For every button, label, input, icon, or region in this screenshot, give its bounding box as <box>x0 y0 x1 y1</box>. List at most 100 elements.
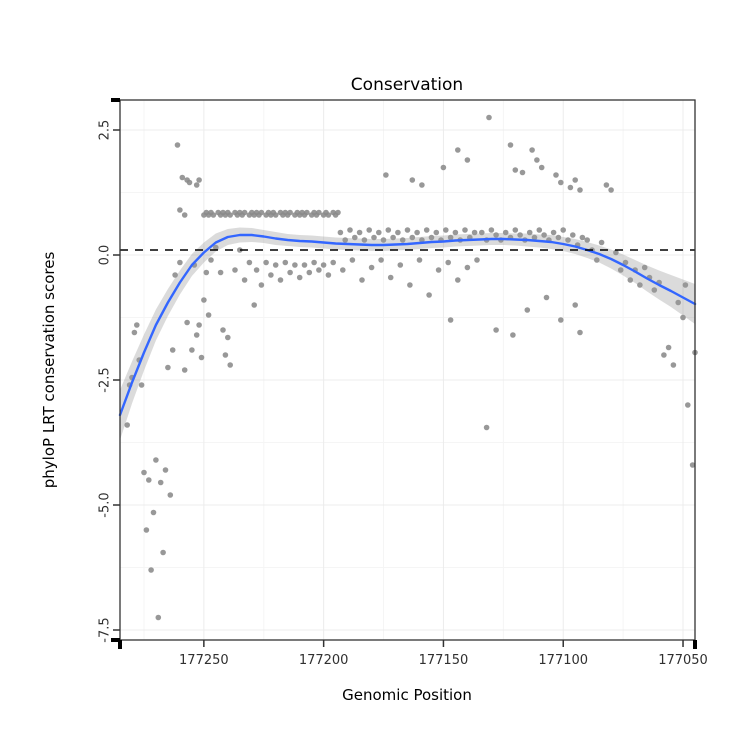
scatter-point <box>622 259 629 266</box>
panel-border <box>119 99 696 641</box>
scatter-point <box>320 262 327 268</box>
scatter-point <box>349 257 356 263</box>
scatter-point <box>167 492 174 498</box>
scatter-point <box>368 264 375 271</box>
scatter-point <box>577 329 583 336</box>
scatter-point <box>181 367 188 373</box>
x-tick-label: 177150 <box>419 653 469 668</box>
scatter-point <box>414 229 420 236</box>
y-tick-label: 2.5 <box>98 120 113 141</box>
scatter-point <box>210 212 217 218</box>
scatter-point <box>272 262 279 268</box>
scatter-point <box>340 267 346 273</box>
scatter-point <box>203 269 210 276</box>
scatter-point <box>325 272 332 278</box>
scatter-point <box>157 479 164 486</box>
scatter-point <box>567 184 574 191</box>
scatter-point <box>371 234 377 241</box>
scatter-points <box>124 114 698 621</box>
scatter-point <box>213 244 219 251</box>
scatter-point <box>193 332 200 338</box>
scatter-point <box>201 297 207 303</box>
scatter-point <box>416 257 423 263</box>
scatter-point <box>426 292 432 298</box>
scatter-point <box>237 247 243 253</box>
scatter-point <box>148 567 154 573</box>
scatter-point <box>282 259 289 266</box>
scatter-point <box>184 319 190 326</box>
scatter-point <box>399 237 406 243</box>
scatter-point <box>519 169 526 176</box>
scatter-point <box>397 262 404 268</box>
scatter-point <box>462 227 468 233</box>
scatter-point <box>685 402 691 408</box>
scatter-point <box>146 477 152 483</box>
scatter-point <box>208 257 214 263</box>
scatter-point <box>378 257 384 263</box>
scatter-point <box>512 227 519 233</box>
scatter-point <box>131 329 138 336</box>
scatter-point <box>651 287 658 293</box>
axes: 177250 177200 177150 177100 177050 2.5 0.0 -2.5… <box>98 98 708 668</box>
scatter-point <box>613 249 619 256</box>
scatter-point <box>479 229 485 236</box>
scatter-point <box>572 302 578 308</box>
scatter-point <box>608 187 614 193</box>
scatter-point <box>493 327 499 333</box>
scatter-point <box>428 234 435 241</box>
scatter-point <box>361 237 368 243</box>
scatter-point <box>124 422 130 428</box>
scatter-point <box>205 312 212 318</box>
scatter-point <box>198 354 205 361</box>
scatter-point <box>474 257 480 263</box>
scatter-point <box>531 234 538 241</box>
scatter-point <box>419 182 425 188</box>
scatter-point <box>325 212 332 218</box>
scatter-point <box>380 237 387 243</box>
x-tick-label: 177250 <box>179 653 229 668</box>
scatter-point <box>407 282 413 288</box>
scatter-point <box>507 142 514 148</box>
scatter-point <box>512 167 519 173</box>
scatter-point <box>464 157 471 163</box>
scatter-point <box>572 177 578 183</box>
scatter-point <box>435 267 442 273</box>
scatter-point <box>241 209 248 216</box>
scatter-point <box>524 307 531 313</box>
scatter-point <box>177 207 183 213</box>
scatter-point <box>225 334 231 341</box>
scatter-point <box>337 229 344 236</box>
scatter-point <box>330 259 337 266</box>
chart-title: Conservation <box>351 75 463 95</box>
scatter-point <box>189 347 195 353</box>
scatter-point <box>464 264 471 271</box>
scatter-point <box>186 179 193 186</box>
scatter-point <box>268 272 274 278</box>
scatter-point <box>445 259 452 266</box>
scatter-point <box>287 269 293 276</box>
scatter-point <box>177 259 183 266</box>
scatter-point <box>196 322 202 328</box>
scatter-point <box>251 302 257 308</box>
scatter-point <box>553 172 559 178</box>
scatter-point <box>627 277 634 283</box>
scatter-point <box>409 234 416 241</box>
scatter-point <box>680 314 686 321</box>
scatter-point <box>174 142 181 148</box>
scatter-point <box>160 549 166 556</box>
scatter-point <box>134 322 140 328</box>
scatter-point <box>253 267 260 273</box>
scatter-point <box>455 277 461 283</box>
scatter-point <box>241 277 248 283</box>
scatter-point <box>675 299 681 306</box>
scatter-point <box>471 229 478 236</box>
scatter-point <box>232 267 238 273</box>
scatter-point <box>565 237 571 243</box>
scatter-point <box>172 272 178 278</box>
x-tick-label: 177200 <box>299 653 349 668</box>
scatter-point <box>366 227 373 233</box>
scatter-point <box>301 262 308 268</box>
scatter-point <box>637 282 643 288</box>
